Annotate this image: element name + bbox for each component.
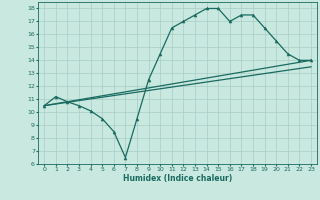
X-axis label: Humidex (Indice chaleur): Humidex (Indice chaleur): [123, 174, 232, 183]
